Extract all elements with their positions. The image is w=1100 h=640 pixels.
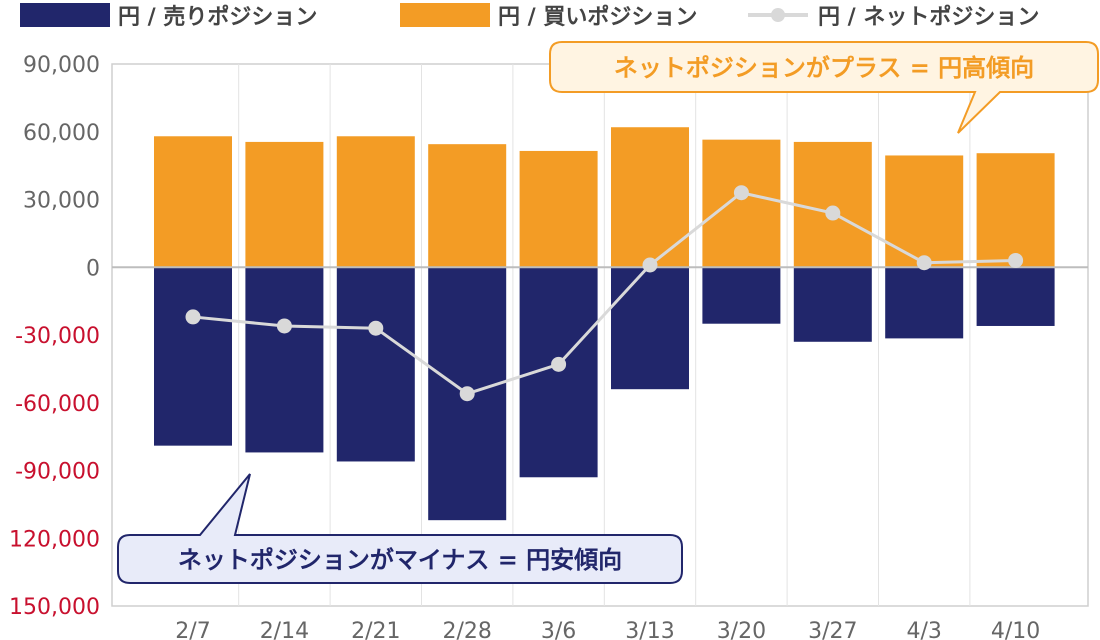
bar-buy — [702, 139, 781, 268]
legend: 円 / 売りポジション 円 / 買いポジション 円 / ネットポジション — [20, 3, 1039, 30]
x-tick-label: 3/27 — [808, 619, 857, 640]
legend-label-buy: 円 / 買いポジション — [498, 4, 697, 30]
bar-buy — [976, 153, 1055, 268]
net-point — [642, 257, 658, 273]
bar-buy — [611, 127, 689, 268]
x-tick-label: 2/14 — [260, 619, 309, 640]
y-axis-ticks: 90,000 60,000 30,000 0 -30,000 -60,000 -90,000… — [9, 53, 100, 620]
legend-label-sell: 円 / 売りポジション — [118, 4, 317, 30]
net-point — [551, 356, 567, 372]
callout-negative: ネットポジションがマイナス = 円安傾向 — [117, 473, 683, 584]
net-point — [368, 320, 384, 336]
net-position-line — [185, 185, 1024, 402]
net-point — [916, 255, 932, 271]
callout-positive-bubble — [549, 41, 1099, 134]
y-tick-label: -30,000 — [15, 324, 100, 349]
y-tick-label: 0 — [86, 256, 100, 281]
callout-negative-text: ネットポジションがマイナス = 円安傾向 — [178, 546, 622, 574]
x-tick-label: 2/7 — [175, 619, 210, 640]
x-tick-label: 4/3 — [906, 619, 941, 640]
bar-sell — [336, 267, 415, 462]
x-axis-ticks: 2/7 2/14 2/21 2/28 3/6 3/13 3/20 3/27 4/3 4/10 — [175, 619, 1040, 640]
bar-buy — [428, 144, 507, 268]
net-point — [185, 309, 201, 325]
x-tick-label: 3/6 — [541, 619, 576, 640]
legend-swatch-net-marker — [771, 8, 785, 22]
y-tick-label: 60,000 — [23, 121, 100, 146]
y-tick-label: 30,000 — [23, 189, 100, 214]
net-point — [825, 205, 841, 221]
callout-positive-text: ネットポジションがプラス = 円高傾向 — [614, 54, 1034, 82]
x-tick-label: 2/28 — [442, 619, 491, 640]
y-tick-label: 150,000 — [9, 595, 100, 620]
bar-buy — [245, 141, 324, 268]
y-tick-label: 120,000 — [9, 527, 100, 552]
y-tick-label: -90,000 — [15, 460, 100, 485]
legend-swatch-sell — [20, 3, 110, 27]
bar-sell — [976, 267, 1055, 326]
x-tick-label: 3/13 — [625, 619, 674, 640]
y-tick-label: 90,000 — [23, 53, 100, 78]
net-point — [733, 185, 749, 201]
net-point — [459, 386, 475, 402]
bar-buy — [154, 136, 232, 268]
callout-positive: ネットポジションがプラス = 円高傾向 — [549, 41, 1099, 134]
bar-buy — [885, 155, 964, 268]
net-point — [1008, 252, 1024, 268]
x-tick-label: 2/21 — [351, 619, 400, 640]
net-point — [276, 318, 292, 334]
bar-sell — [245, 267, 324, 453]
bar-sell — [885, 267, 964, 339]
bar-sell — [154, 267, 232, 446]
y-tick-label: -60,000 — [15, 392, 100, 417]
legend-label-net: 円 / ネットポジション — [818, 4, 1039, 30]
net-line-path — [192, 191, 1016, 396]
legend-swatch-buy — [400, 3, 490, 27]
callout-negative-bubble — [117, 473, 683, 584]
bar-buy — [793, 141, 872, 268]
bar-buy — [519, 150, 598, 268]
bar-sell — [793, 267, 872, 342]
x-tick-label: 3/20 — [717, 619, 766, 640]
x-tick-label: 4/10 — [991, 619, 1040, 640]
bar-sell — [611, 267, 689, 390]
bar-buy — [336, 136, 415, 268]
bar-sell — [702, 267, 781, 324]
